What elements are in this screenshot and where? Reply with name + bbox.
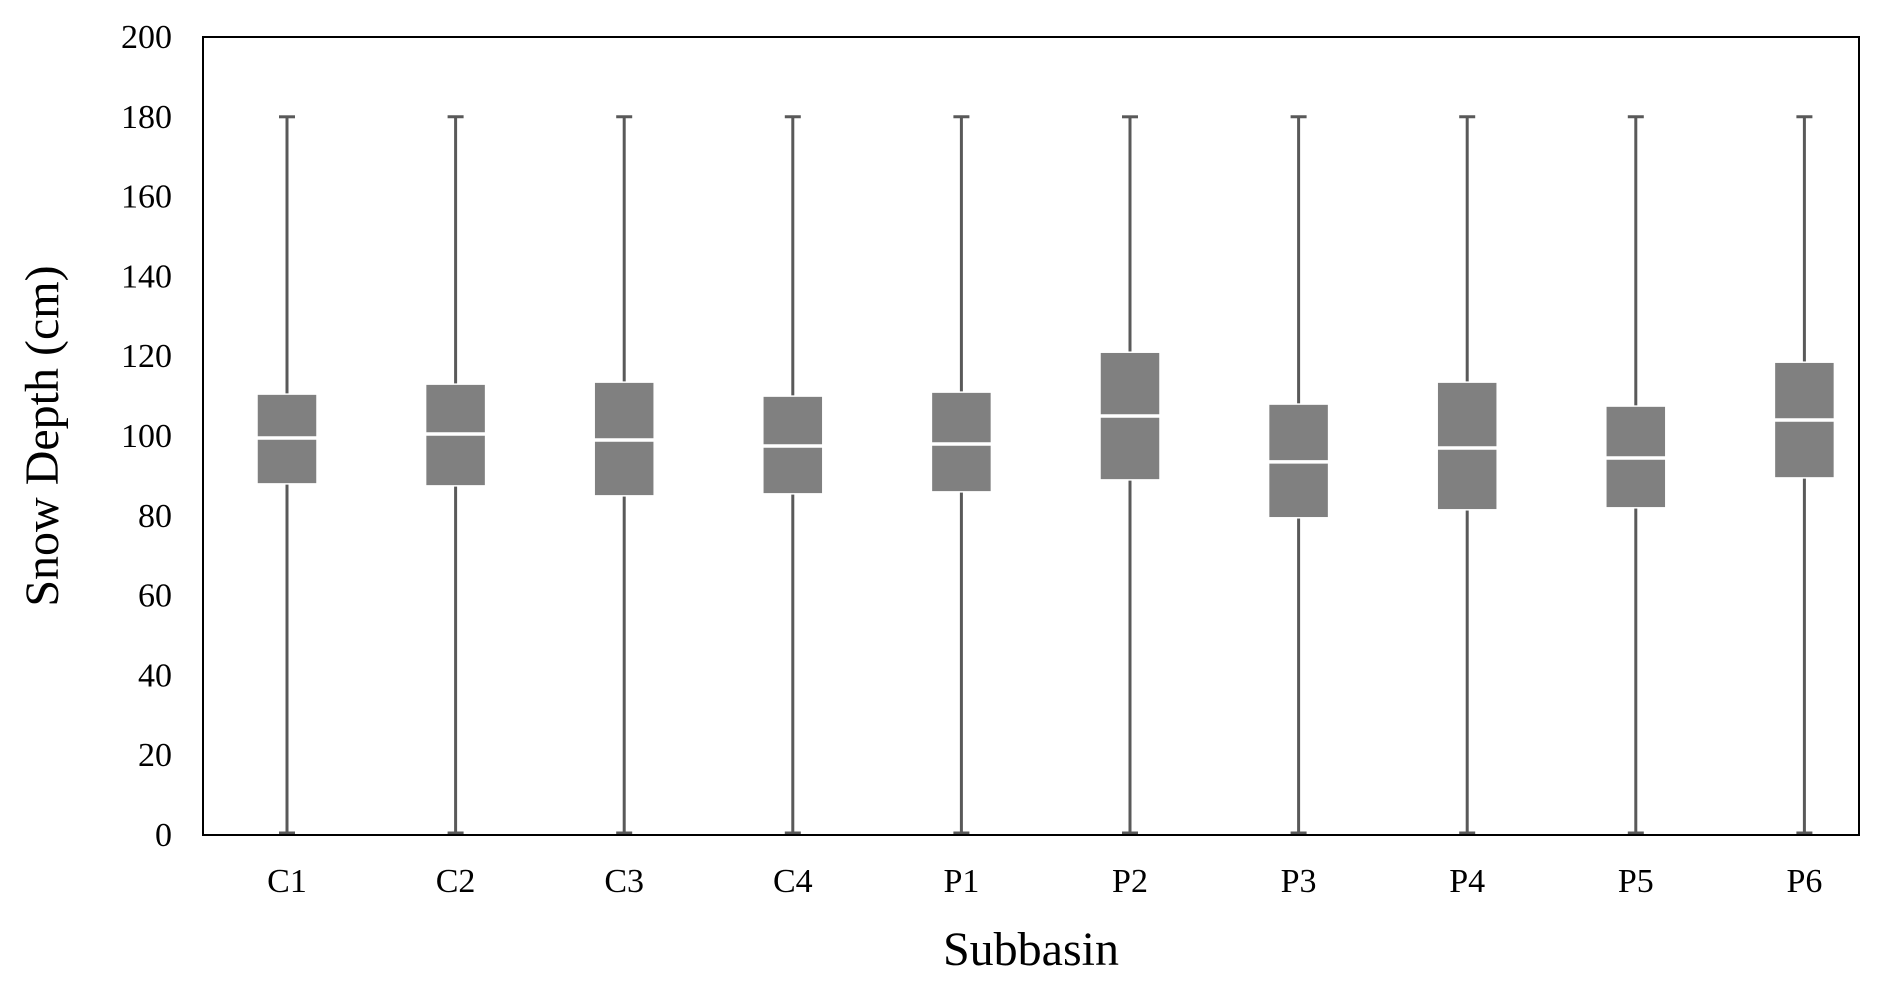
y-tick-label: 160: [121, 179, 172, 216]
y-tick-label: 180: [121, 99, 172, 136]
x-tick-label: P4: [1449, 863, 1485, 900]
x-tick-label: C3: [604, 863, 644, 900]
y-axis-title: Snow Depth (cm): [16, 265, 69, 606]
x-tick-label: P6: [1786, 863, 1822, 900]
iqr-box: [930, 391, 993, 493]
box-C4: [762, 115, 824, 835]
y-tick-label: 40: [138, 657, 172, 694]
y-tick-label: 20: [138, 737, 172, 774]
y-tick-label: 120: [121, 338, 172, 375]
box-P1: [930, 115, 993, 835]
box-P2: [1099, 115, 1161, 835]
box-P5: [1605, 115, 1667, 835]
y-tick-label: 60: [138, 578, 172, 615]
x-axis: C1 C2 C3 C4 P1 P2 P3 P4 P5 P6: [267, 863, 1822, 900]
x-tick-label: C1: [267, 863, 307, 900]
x-tick-label: P2: [1112, 863, 1148, 900]
boxes-layer: [256, 115, 1836, 835]
y-tick-label: 0: [155, 817, 172, 854]
box-C2: [424, 115, 487, 835]
box-C1: [256, 115, 318, 835]
box-P3: [1267, 115, 1330, 835]
y-tick-label: 100: [121, 418, 172, 455]
y-tick-label: 80: [138, 498, 172, 535]
x-tick-label: P3: [1281, 863, 1317, 900]
y-tick-label: 140: [121, 258, 172, 295]
box-P4: [1436, 115, 1498, 835]
x-tick-label: C4: [773, 863, 813, 900]
y-tick-label: 200: [121, 19, 172, 56]
box-C3: [593, 115, 655, 835]
y-axis: 0 20 40 60 80 100 120 140 160 180 200: [121, 19, 172, 854]
x-tick-label: P1: [943, 863, 979, 900]
iqr-box: [1436, 381, 1498, 511]
x-axis-title: Subbasin: [943, 923, 1119, 976]
x-tick-label: P5: [1618, 863, 1654, 900]
plot-frame: [202, 36, 1860, 836]
box-P6: [1773, 115, 1836, 835]
x-tick-label: C2: [436, 863, 476, 900]
